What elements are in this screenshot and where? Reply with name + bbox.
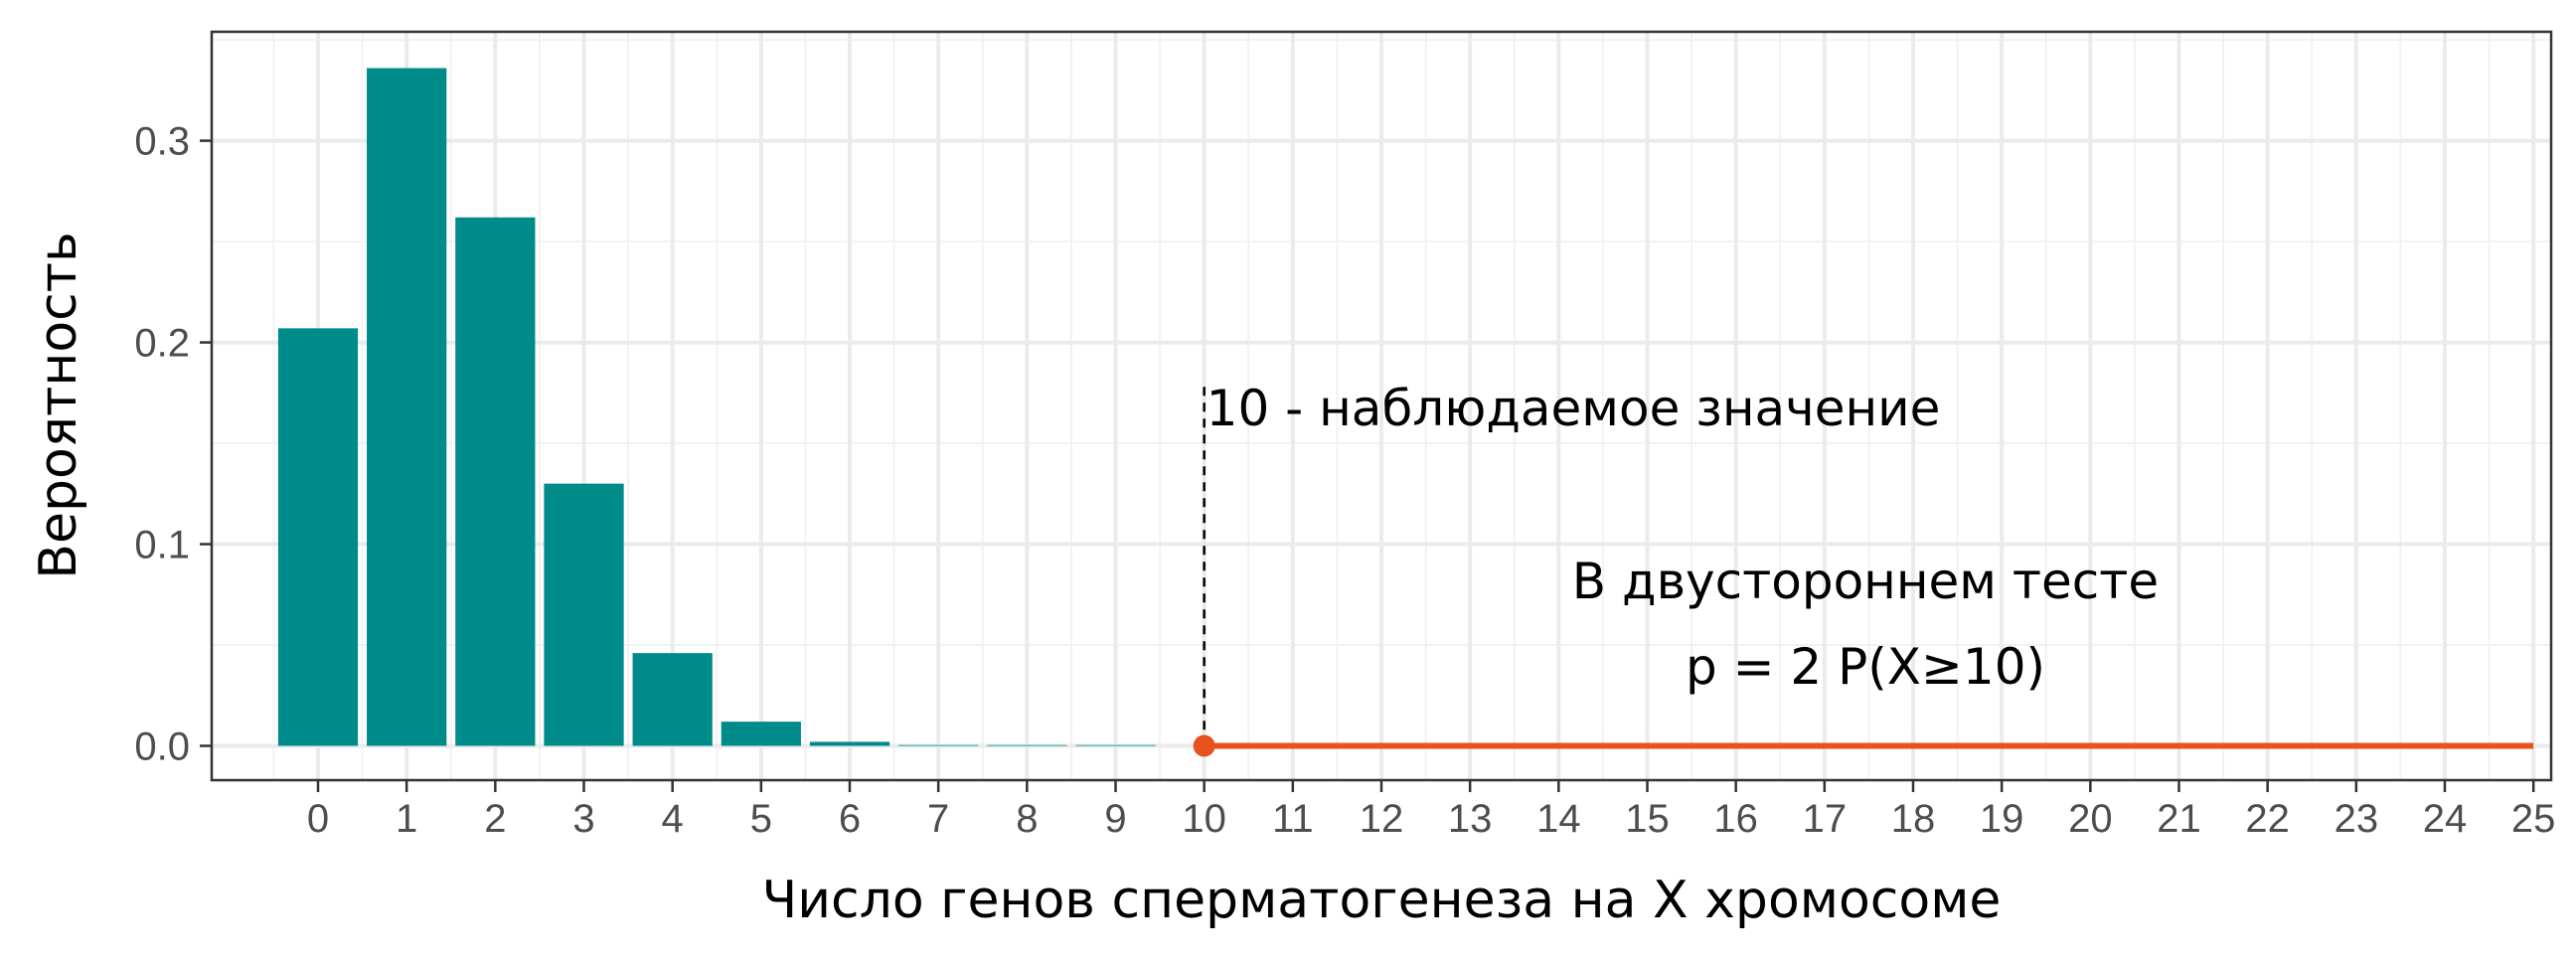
- bar: [455, 217, 536, 746]
- x-tick-label: 16: [1713, 797, 1758, 841]
- x-tick-label: 24: [2423, 797, 2468, 841]
- x-tick-label: 7: [927, 797, 949, 841]
- bars: [277, 68, 1156, 746]
- observed-point: [1193, 734, 1215, 757]
- x-tick-label: 18: [1891, 797, 1936, 841]
- bar: [544, 483, 624, 746]
- y-tick-label: 0.0: [134, 724, 190, 768]
- x-tick-label: 13: [1448, 797, 1493, 841]
- x-tick-label: 10: [1182, 797, 1226, 841]
- x-tick-label: 3: [572, 797, 594, 841]
- x-tick-label: 22: [2245, 797, 2290, 841]
- x-tick-label: 9: [1104, 797, 1126, 841]
- x-axis-title: Число генов сперматогенеза на X хромосом…: [762, 871, 2002, 930]
- x-tick-label: 0: [307, 797, 329, 841]
- y-axis-title: Вероятность: [29, 232, 88, 578]
- x-tick-label: 23: [2334, 797, 2379, 841]
- test-annotation-line-2: p = 2 P(X≥10): [1686, 638, 2045, 696]
- bar: [632, 653, 713, 746]
- x-tick-label: 12: [1360, 797, 1404, 841]
- x-tick-label: 21: [2157, 797, 2201, 841]
- bar: [721, 722, 801, 746]
- x-tick-label: 15: [1625, 797, 1670, 841]
- y-tick-label: 0.2: [134, 322, 190, 366]
- y-axis: 0.0 0.1 0.2 0.3: [134, 120, 212, 768]
- test-annotation-line-1: В двустороннем тесте: [1572, 553, 2159, 610]
- x-axis: 0 1 2 3 4 5 6 7 8 9 10 11 12 13 14 15 16 17 18 19 20 21 22 23 24…: [307, 780, 2556, 841]
- x-tick-label: 8: [1016, 797, 1038, 841]
- bar: [809, 741, 890, 746]
- bar: [898, 744, 979, 746]
- highlight: [1193, 387, 2534, 757]
- x-tick-label: 11: [1272, 797, 1314, 841]
- bar: [277, 328, 359, 746]
- x-tick-label: 14: [1536, 797, 1581, 841]
- x-tick-label: 1: [396, 797, 417, 841]
- x-tick-label: 6: [839, 797, 861, 841]
- x-tick-label: 5: [750, 797, 772, 841]
- x-tick-label: 20: [2068, 797, 2113, 841]
- bar: [1075, 744, 1156, 746]
- observed-annotation: 10 - наблюдаемое значение: [1207, 380, 1941, 437]
- x-tick-label: 4: [662, 797, 684, 841]
- x-tick-label: 17: [1803, 797, 1848, 841]
- x-tick-label: 2: [484, 797, 506, 841]
- bar: [987, 744, 1067, 746]
- y-tick-label: 0.3: [134, 120, 190, 164]
- x-tick-label: 19: [1980, 797, 2024, 841]
- bar: [367, 68, 447, 746]
- y-tick-label: 0.1: [134, 524, 190, 567]
- x-tick-label: 25: [2511, 797, 2556, 841]
